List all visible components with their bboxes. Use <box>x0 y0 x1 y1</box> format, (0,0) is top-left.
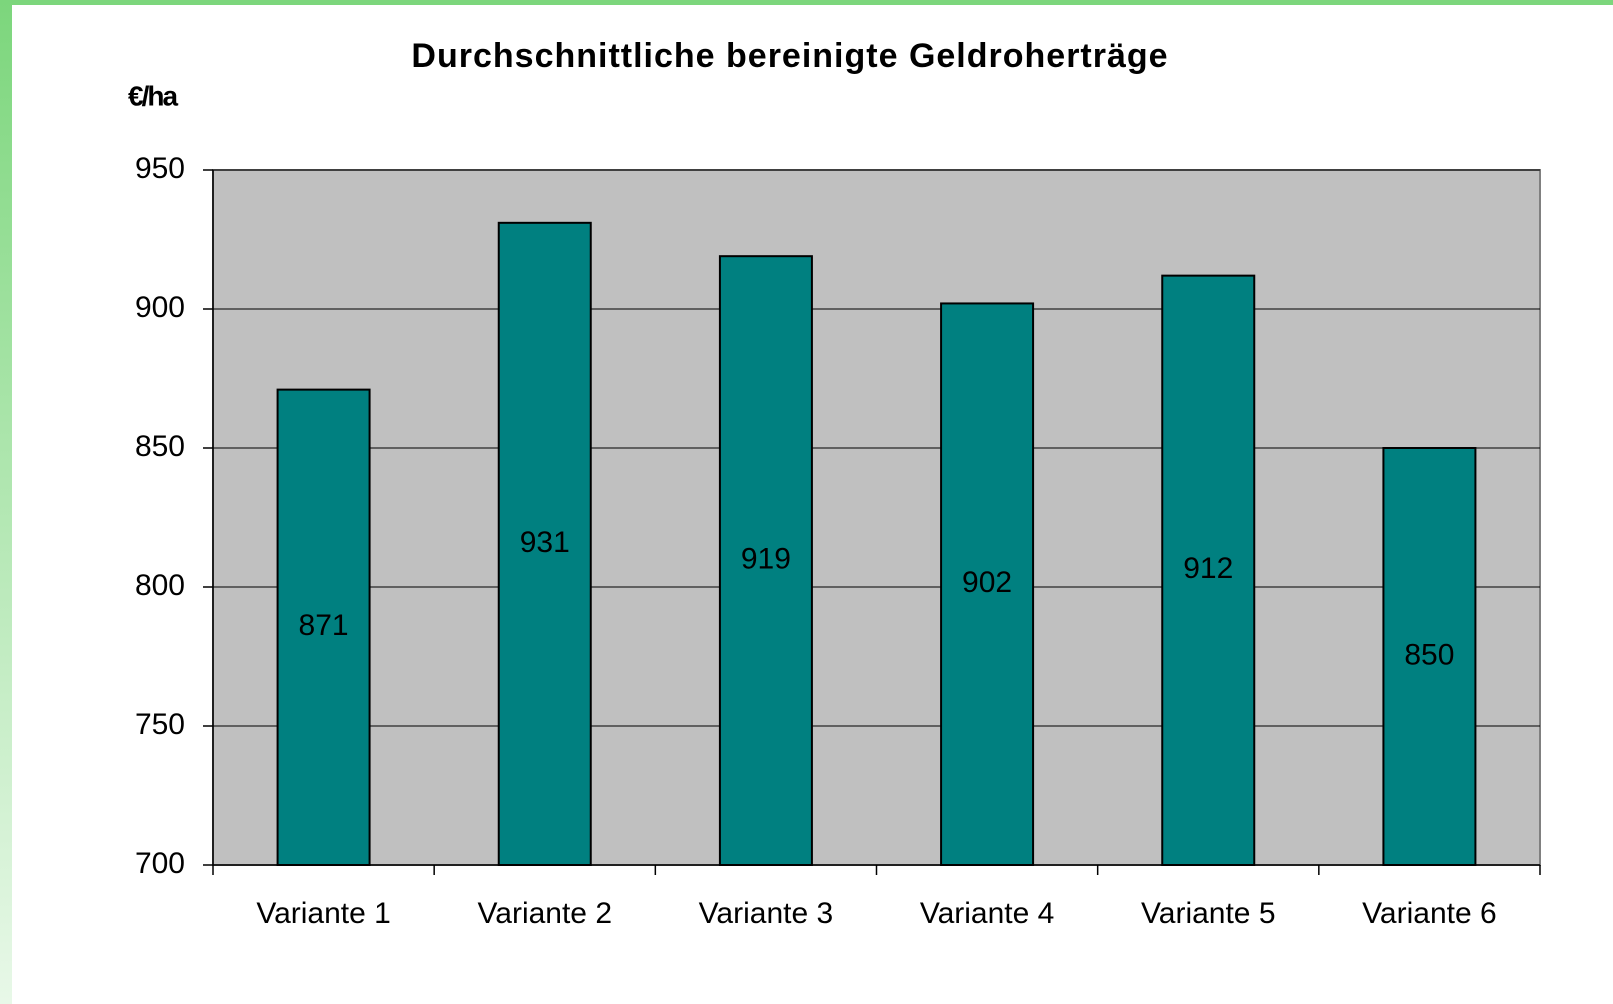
y-tick-label: 700 <box>135 847 185 880</box>
data-label: 871 <box>299 609 349 642</box>
x-tick-label: Variante 3 <box>699 897 834 930</box>
x-tick-label: Variante 2 <box>477 897 612 930</box>
y-tick-label: 850 <box>135 430 185 463</box>
y-tick-label: 750 <box>135 708 185 741</box>
data-label: 919 <box>741 543 791 576</box>
data-label: 902 <box>962 566 1012 599</box>
x-tick-label: Variante 1 <box>256 897 391 930</box>
y-axis-label: €/ha <box>128 80 178 111</box>
x-tick-label: Variante 4 <box>920 897 1055 930</box>
x-tick-label: Variante 5 <box>1141 897 1276 930</box>
data-label: 850 <box>1404 638 1454 671</box>
y-tick-label: 950 <box>135 152 185 185</box>
y-tick-label: 900 <box>135 291 185 324</box>
plot-area <box>212 169 1541 866</box>
left-border <box>0 0 12 1004</box>
bar <box>276 388 371 866</box>
bar <box>1382 447 1477 866</box>
chart-title: Durchschnittliche bereinigte Geldrohertr… <box>411 37 1168 75</box>
data-label: 931 <box>520 526 570 559</box>
data-label: 912 <box>1183 552 1233 585</box>
x-tick-label: Variante 6 <box>1362 897 1497 930</box>
top-border <box>0 0 1613 5</box>
bar <box>1161 274 1256 866</box>
y-tick-label: 800 <box>135 569 185 602</box>
bar <box>940 302 1035 866</box>
bar <box>497 221 592 866</box>
bar <box>718 255 813 866</box>
